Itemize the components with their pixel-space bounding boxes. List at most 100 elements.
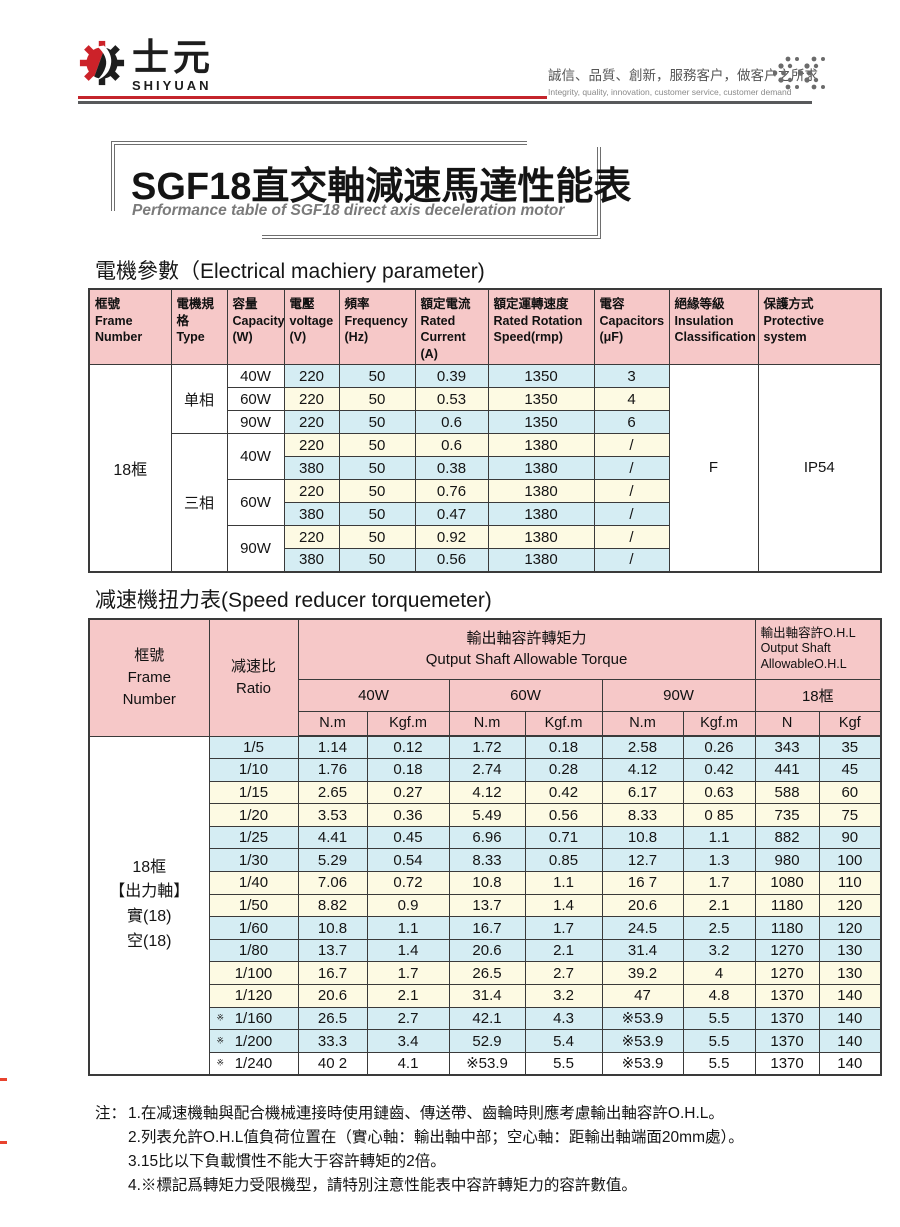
ratio-cell: 1/100 bbox=[208, 961, 299, 986]
cell: 24.5 bbox=[601, 916, 684, 940]
col-header-type: 電機規格 Type bbox=[170, 288, 228, 365]
cell: 6.17 bbox=[601, 780, 684, 805]
cell: ※53.9 bbox=[601, 1051, 684, 1076]
cell: 220 bbox=[283, 364, 340, 388]
cell: 2.1 bbox=[682, 893, 756, 918]
cell: 220 bbox=[283, 387, 340, 411]
cell: 0.9 bbox=[366, 893, 450, 918]
slogan-zh: 誠信、品質、創新，服務客户，做客户之所求 bbox=[548, 68, 818, 83]
cell: 60 bbox=[818, 780, 882, 805]
cell: 0.76 bbox=[414, 479, 489, 503]
cell: 50 bbox=[338, 548, 416, 572]
cell: 140 bbox=[818, 1006, 882, 1031]
table-row: ※ 1/160 26.5 2.7 42.1 4.3 ※53.9 5.5 1370 140 bbox=[89, 1006, 882, 1031]
col-header-frame: 框號 Frame Number bbox=[88, 618, 210, 737]
col-header-ohl: 輸出軸容許O.H.L Output Shaft AllowableO.H.L bbox=[754, 618, 882, 680]
ratio-value: 1/80 bbox=[238, 942, 269, 960]
unit-header: N bbox=[754, 710, 820, 737]
cell: 220 bbox=[283, 410, 340, 434]
cell: 50 bbox=[338, 433, 416, 457]
ratio-cell: 1/80 bbox=[208, 938, 299, 963]
cell: 1380 bbox=[487, 502, 595, 526]
cell: 16.7 bbox=[297, 961, 368, 986]
table-row: 18框 单相 40W 220 50 0.39 1350 3 F IP54 bbox=[88, 364, 882, 572]
cell: 0.6 bbox=[414, 410, 489, 434]
table-row: 1/100 16.7 1.7 26.5 2.7 39.2 4 1270 130 bbox=[89, 961, 882, 986]
cell: 140 bbox=[818, 1051, 882, 1076]
cell: 1380 bbox=[487, 479, 595, 503]
cell: 50 bbox=[338, 502, 416, 526]
group-header-90w: 90W bbox=[601, 678, 756, 712]
page-subtitle: Performance table of SGF18 direct axis d… bbox=[132, 202, 565, 219]
torque-header-en: Qutput Shaft Allowable Torque bbox=[425, 651, 628, 669]
cell: 4.12 bbox=[601, 758, 684, 782]
cell: 4 bbox=[682, 961, 756, 986]
section-heading-torque: 减速機扭力表(Speed reducer torquemeter) bbox=[95, 589, 492, 612]
col-header-protection: 保護方式 Protective system bbox=[757, 288, 882, 365]
cell: 5.5 bbox=[524, 1051, 603, 1076]
header-divider-gray bbox=[78, 101, 812, 104]
table-row: 380 50 0.47 1380/ bbox=[89, 502, 881, 526]
slogan-en: Integrity, quality, innovation, customer… bbox=[548, 87, 792, 97]
torque-header-zh: 輸出軸容許轉矩力 bbox=[466, 630, 587, 648]
ratio-value: 1/15 bbox=[238, 783, 269, 801]
cell: 40 2 bbox=[297, 1051, 368, 1076]
ratio-cell: 1/10 bbox=[208, 758, 299, 782]
cell: 31.4 bbox=[601, 938, 684, 963]
cell: 120 bbox=[818, 893, 882, 918]
cell: 50 bbox=[338, 456, 416, 480]
cell: 26.5 bbox=[297, 1006, 368, 1031]
ratio-cell: 1/40 bbox=[208, 871, 299, 895]
col-header-torque: 輸出軸容許轉矩力 Qutput Shaft Allowable Torque bbox=[297, 618, 756, 680]
ratio-cell: ※ 1/200 bbox=[208, 1029, 299, 1053]
ratio-cell: 1/60 bbox=[208, 916, 299, 940]
cell: 140 bbox=[818, 1029, 882, 1053]
col-header-current: 額定電流 Rated Current (A) bbox=[414, 288, 489, 365]
title-frame-topleft bbox=[111, 141, 527, 211]
col-header-capacitor: 電容 Capacitors (μF) bbox=[593, 288, 670, 365]
cell: 0.85 bbox=[524, 848, 603, 873]
ratio-value: 1/200 bbox=[234, 1032, 273, 1050]
cell: 1370 bbox=[754, 984, 820, 1008]
cell: 60W bbox=[226, 479, 285, 526]
col-header-voltage: 電壓 voltage (V) bbox=[283, 288, 340, 365]
cell: 3.2 bbox=[682, 938, 756, 963]
cell: 1370 bbox=[754, 1006, 820, 1031]
cell: 130 bbox=[818, 961, 882, 986]
group-header-18frame: 18框 bbox=[754, 678, 882, 712]
cell: 735 bbox=[754, 803, 820, 827]
note-line: 4.※標記爲轉矩力受限機型，請特別注意性能表中容許轉矩力的容許數值。 bbox=[128, 1177, 637, 1194]
cell: 0.27 bbox=[366, 780, 450, 805]
col-header-frame: 框號 Frame Number bbox=[88, 288, 172, 365]
cell: / bbox=[593, 525, 670, 549]
cell: 5.5 bbox=[682, 1051, 756, 1076]
header-divider-red bbox=[78, 96, 547, 99]
col-header-ratio: 减速比 Ratio bbox=[208, 618, 299, 737]
cell: 120 bbox=[818, 916, 882, 940]
table-row: 1/40 7.06 0.72 10.8 1.1 16 7 1.7 1080 110 bbox=[89, 871, 882, 895]
protection-cell: IP54 bbox=[757, 364, 882, 572]
ratio-value: 1/160 bbox=[234, 1009, 273, 1027]
cell: 0.72 bbox=[366, 871, 450, 895]
cell: 50 bbox=[338, 364, 416, 388]
group-header-60w: 60W bbox=[448, 678, 603, 712]
phase-three-cell: 三相 bbox=[170, 433, 228, 572]
cell: 4.12 bbox=[448, 780, 526, 805]
cell: ※53.9 bbox=[448, 1051, 526, 1076]
unit-header: Kgf bbox=[818, 710, 882, 737]
cell: 380 bbox=[283, 456, 340, 480]
torque-table: 框號 Frame Number 减速比 Ratio 輸出軸容許轉矩力 Qutpu… bbox=[88, 618, 883, 1076]
motor-header-row: 框號 Frame Number 電機規格 Type 容量 Capacity (W… bbox=[88, 288, 882, 365]
table-row: 60W 220 50 0.76 1380/ bbox=[89, 479, 881, 526]
cell: 50 bbox=[338, 410, 416, 434]
cell: 980 bbox=[754, 848, 820, 873]
cell: 50 bbox=[338, 387, 416, 411]
note-line: 3.15比以下負載慣性不能大于容許轉矩的2倍。 bbox=[128, 1153, 446, 1170]
cell: ※53.9 bbox=[601, 1006, 684, 1031]
ratio-cell: 1/5 bbox=[208, 735, 299, 760]
unit-header: N.m bbox=[297, 710, 368, 737]
unit-header: Kgf.m bbox=[524, 710, 603, 737]
ratio-cell: 1/30 bbox=[208, 848, 299, 873]
table-row: 1/20 3.53 0.36 5.49 0.56 8.33 0 85 735 75 bbox=[89, 803, 882, 827]
cell: 380 bbox=[283, 502, 340, 526]
